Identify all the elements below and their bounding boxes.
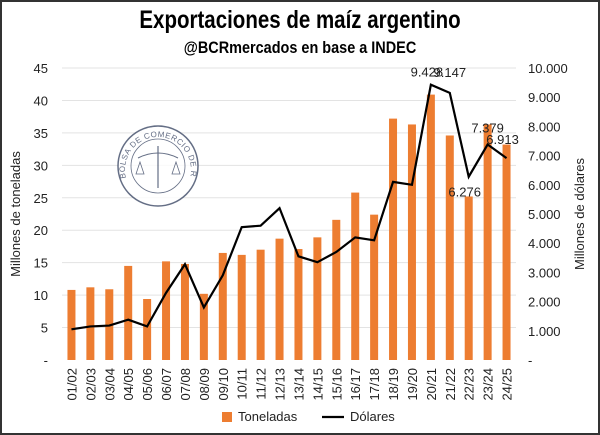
- y2-tick-label: 7.000: [528, 149, 561, 164]
- legend-label-dolares: Dólares: [350, 409, 395, 424]
- bar-toneladas-15/16: [332, 219, 341, 360]
- y-tick-label: 35: [34, 126, 48, 141]
- x-tick-label: 04/05: [121, 368, 136, 401]
- bar-toneladas-18/19: [389, 118, 398, 360]
- bcr-seal-watermark: BOLSA DE COMERCIO DE ROSARIO: [0, 0, 199, 207]
- x-tick-label: 18/19: [386, 368, 401, 401]
- bar-toneladas-14/15: [313, 237, 322, 360]
- x-tick-label: 09/10: [216, 368, 231, 401]
- x-tick-label: 13/14: [291, 368, 306, 401]
- legend: Toneladas Dólares: [222, 409, 395, 424]
- x-tick-label: 15/16: [329, 368, 344, 401]
- y2-tick-label: -: [528, 353, 532, 368]
- bar-toneladas-20/21: [426, 94, 435, 361]
- x-tick-label: 24/25: [500, 368, 515, 401]
- x-tick-label: 12/13: [273, 368, 288, 401]
- y2-tick-label: 4.000: [528, 236, 561, 251]
- chart-title: Exportaciones de maíz argentino: [139, 6, 461, 34]
- x-tick-label: 19/20: [405, 368, 420, 401]
- bar-toneladas-11/12: [256, 249, 265, 360]
- y-tick-label: 45: [34, 61, 48, 76]
- y-tick-label: 30: [34, 158, 48, 173]
- bar-toneladas-19/20: [407, 124, 416, 360]
- y2-tick-label: 2.000: [528, 295, 561, 310]
- bar-toneladas-24/25: [502, 144, 511, 360]
- y-tick-label: 20: [34, 223, 48, 238]
- x-tick-label: 10/11: [235, 368, 250, 400]
- y-tick-label: 10: [34, 288, 48, 303]
- x-tick-label: 23/24: [481, 368, 496, 401]
- y2-tick-label: 5.000: [528, 207, 561, 222]
- bar-toneladas-23/24: [483, 124, 492, 360]
- y2-tick-label: 3.000: [528, 265, 561, 280]
- y2-tick-label: 8.000: [528, 119, 561, 134]
- data-label: 6.276: [448, 185, 481, 200]
- bar-toneladas-17/18: [370, 214, 379, 360]
- x-tick-label: 06/07: [159, 368, 174, 401]
- y-tick-label: 5: [41, 321, 48, 336]
- bar-toneladas-06/07: [162, 261, 171, 360]
- bar-toneladas-01/02: [67, 289, 76, 360]
- y2-tick-label: 6.000: [528, 178, 561, 193]
- y-tick-label: -: [44, 353, 48, 368]
- data-label: 9.428: [411, 65, 444, 80]
- x-tick-label: 20/21: [424, 368, 439, 401]
- bar-toneladas-10/11: [237, 254, 246, 360]
- data-label: 6.913: [486, 132, 519, 147]
- x-tick-label: 22/23: [462, 368, 477, 401]
- bar-toneladas-12/13: [275, 238, 284, 360]
- y-axis-label: Millones de toneladas: [8, 151, 23, 277]
- bar-toneladas-07/08: [180, 263, 189, 360]
- chart-subtitle: @BCRmercados en base a INDEC: [183, 38, 417, 57]
- bar-toneladas-02/03: [86, 287, 95, 360]
- x-tick-label: 14/15: [310, 368, 325, 401]
- bar-toneladas-16/17: [351, 192, 360, 360]
- y2-tick-label: 10.000: [528, 61, 568, 76]
- x-tick-label: 02/03: [83, 368, 98, 401]
- bar-toneladas-21/22: [445, 135, 454, 360]
- bar-toneladas-09/10: [218, 252, 227, 360]
- legend-swatch-toneladas: [222, 412, 232, 422]
- y2-tick-label: 1.000: [528, 324, 561, 339]
- bar-toneladas-05/06: [143, 299, 152, 360]
- x-tick-label: 17/18: [367, 368, 382, 401]
- x-tick-label: 07/08: [178, 368, 193, 401]
- x-tick-label: 05/06: [140, 368, 155, 401]
- bar-toneladas-13/14: [294, 249, 303, 360]
- bar-toneladas-04/05: [124, 265, 133, 360]
- x-tick-label: 03/04: [102, 368, 117, 401]
- y-tick-label: 15: [34, 256, 48, 271]
- y2-axis-label: Millones de dólares: [572, 158, 587, 271]
- x-tick-label: 08/09: [197, 368, 212, 401]
- x-tick-label: 21/22: [443, 368, 458, 401]
- bar-toneladas-08/09: [199, 293, 208, 360]
- bar-toneladas-22/23: [464, 196, 473, 360]
- x-tick-label: 01/02: [64, 368, 79, 401]
- series-line-dolares: [71, 83, 508, 331]
- x-tick-label: 16/17: [348, 368, 363, 401]
- legend-label-toneladas: Toneladas: [238, 409, 298, 424]
- data-label: 7.379: [471, 121, 504, 136]
- y-tick-label: 25: [34, 191, 48, 206]
- x-tick-label: 11/12: [254, 368, 269, 400]
- y-tick-label: 40: [34, 93, 48, 108]
- y2-tick-label: 9.000: [528, 90, 561, 105]
- data-label: 9.147: [434, 65, 467, 80]
